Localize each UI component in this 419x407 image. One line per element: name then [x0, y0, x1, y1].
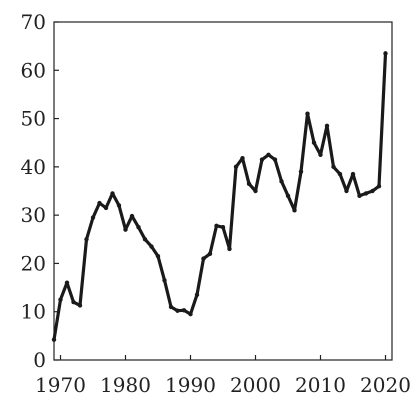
data-point	[350, 171, 356, 177]
y-tick-label: 70	[21, 10, 46, 34]
data-point	[188, 311, 193, 317]
data-point	[305, 111, 310, 116]
data-point	[136, 225, 141, 230]
plot-frame	[53, 21, 393, 361]
axes	[53, 21, 393, 361]
data-point	[370, 188, 375, 194]
data-point	[110, 191, 115, 196]
data-point	[84, 237, 89, 242]
series-line	[52, 51, 388, 342]
data-point	[214, 223, 219, 228]
data-point	[337, 171, 343, 177]
data-point	[142, 237, 148, 242]
series	[51, 51, 388, 342]
data-point	[129, 213, 135, 219]
data-point	[259, 157, 265, 162]
x-tick-label: 1990	[165, 373, 216, 397]
data-point	[116, 203, 122, 208]
data-point	[207, 251, 213, 256]
data-point	[123, 227, 128, 232]
y-tick-label: 30	[21, 203, 46, 227]
data-point	[220, 225, 226, 230]
data-point	[155, 253, 161, 259]
data-point	[246, 181, 252, 186]
y-tick-label: 50	[21, 107, 46, 131]
y-tick-label: 20	[21, 251, 46, 275]
data-point	[383, 51, 388, 56]
data-point	[71, 299, 76, 305]
x-tick-label: 2020	[360, 373, 411, 397]
data-point	[240, 155, 245, 161]
data-point	[175, 308, 180, 313]
data-point	[168, 304, 174, 310]
tick-labels: 0 10 20 30 40 50 60 70 1970 1980 1990 2000 2010 2020	[21, 10, 411, 397]
data-point	[279, 179, 284, 184]
data-point	[227, 246, 232, 252]
data-point	[97, 200, 102, 206]
data-point	[324, 123, 330, 129]
data-point	[149, 244, 154, 249]
data-point	[58, 297, 63, 302]
data-point	[331, 164, 336, 170]
data-point	[344, 188, 349, 194]
data-point	[318, 152, 323, 157]
y-tick-label: 60	[21, 58, 46, 82]
data-point	[233, 164, 239, 170]
x-tick-label: 2000	[230, 373, 281, 397]
y-tick-label: 40	[21, 155, 46, 179]
data-point	[64, 280, 70, 285]
data-point	[194, 292, 200, 298]
data-point	[181, 308, 187, 313]
data-point	[376, 183, 382, 189]
x-tick-label: 1980	[100, 373, 151, 397]
data-point	[77, 303, 83, 308]
data-point	[292, 208, 297, 213]
data-point	[311, 140, 317, 145]
data-point	[266, 152, 271, 157]
data-point	[90, 215, 96, 220]
data-point	[162, 278, 167, 283]
x-tick-label: 2010	[295, 373, 346, 397]
data-point	[357, 193, 362, 199]
data-point	[363, 191, 369, 196]
data-point	[298, 169, 304, 174]
x-tick-label: 1970	[35, 373, 86, 397]
y-tick-label: 0	[33, 348, 46, 372]
data-point	[201, 256, 206, 261]
data-point	[51, 337, 57, 342]
data-point	[253, 188, 258, 194]
data-point	[285, 193, 291, 199]
data-point	[272, 157, 278, 162]
data-point	[103, 205, 109, 211]
y-tick-label: 10	[21, 300, 46, 324]
